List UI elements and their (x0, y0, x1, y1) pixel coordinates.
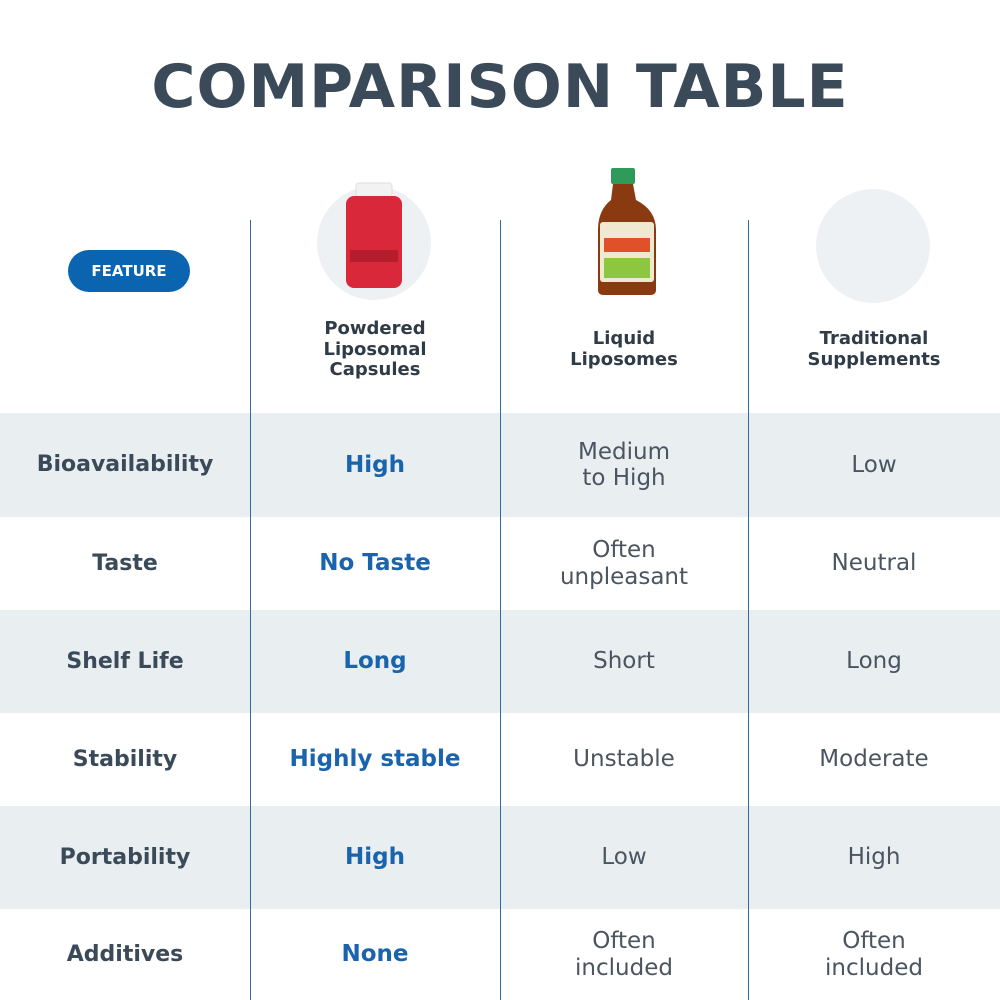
page-title: COMPARISON TABLE (151, 52, 849, 122)
column-header: Powdered Liposomal Capsules (323, 317, 427, 381)
cell-value: Long (846, 648, 902, 675)
product-circle (816, 189, 930, 303)
cell-value: Long (343, 648, 407, 675)
feature-name: Bioavailability (36, 452, 214, 478)
capsule-lid (355, 182, 393, 198)
cell-value: High (847, 844, 901, 871)
cell-value: Neutral (831, 550, 917, 577)
capsule-bottle (346, 196, 402, 288)
cell-value: Medium to High (578, 438, 670, 491)
cell-value: Moderate (819, 746, 929, 773)
feature-name: Stability (72, 746, 178, 772)
feature-name: Shelf Life (66, 648, 184, 674)
cell-value: Highly stable (289, 746, 461, 773)
cell-value: High (345, 844, 405, 871)
liquid-label-band (604, 258, 650, 278)
cell-value: No Taste (319, 550, 431, 577)
cell-value: Short (593, 648, 655, 675)
cell-value: Unstable (573, 746, 675, 773)
cell-value: High (345, 451, 405, 478)
feature-name: Portability (59, 844, 191, 870)
column-header: Traditional Supplements (807, 328, 941, 370)
column-header: Liquid Liposomes (570, 328, 678, 370)
column-divider (748, 220, 749, 1000)
cell-value: Low (601, 844, 647, 871)
feature-name: Additives (66, 941, 184, 967)
feature-name: Taste (92, 550, 158, 576)
cell-value: Low (851, 451, 897, 478)
feature-badge: FEATURE (68, 250, 190, 292)
cell-value: Often included (825, 928, 923, 981)
cell-value: Often unpleasant (559, 537, 689, 590)
column-divider (500, 220, 501, 1000)
capsule-label (350, 250, 398, 262)
product-images (317, 168, 930, 303)
column-divider (250, 220, 251, 1000)
liquid-cap (611, 168, 635, 184)
liquid-label-band (604, 238, 650, 252)
cell-value: None (341, 941, 409, 968)
cell-value: Often included (575, 928, 673, 981)
